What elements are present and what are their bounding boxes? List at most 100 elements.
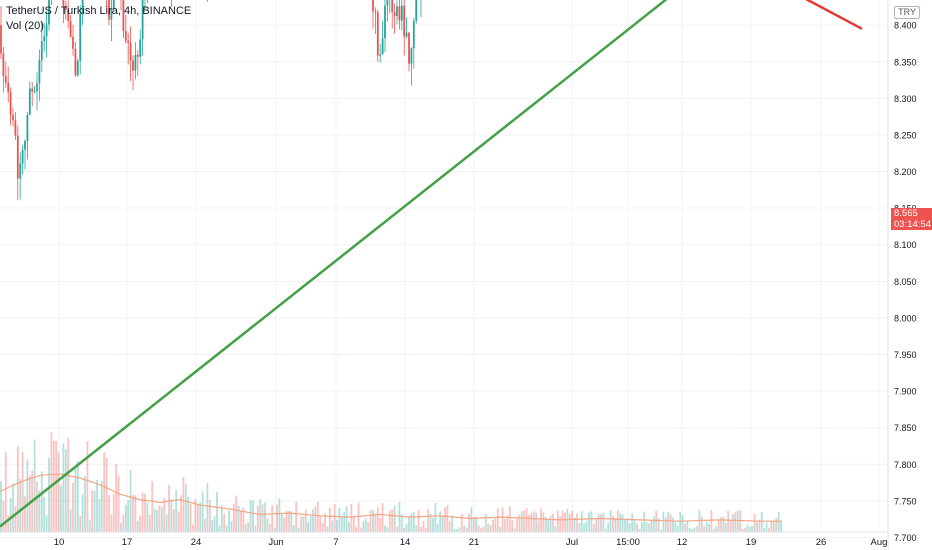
candle-body <box>376 12 379 56</box>
candle-body <box>67 9 70 22</box>
volume-bar <box>228 510 230 532</box>
volume-bar <box>134 495 137 532</box>
volume-bar <box>112 494 115 532</box>
volume-bar <box>343 511 346 532</box>
volume-bar <box>410 513 413 532</box>
volume-bar <box>117 475 120 532</box>
volume-bar <box>624 518 626 532</box>
candle-body <box>129 43 132 61</box>
volume-bar <box>470 507 473 532</box>
chart-grid <box>0 0 888 538</box>
time-tick-label: Aug <box>871 537 888 548</box>
volume-bar <box>16 446 19 532</box>
volume-bar <box>355 526 358 532</box>
volume-bar <box>532 511 535 532</box>
volume-bar <box>374 513 377 532</box>
volume-bar <box>688 528 691 532</box>
lower-channel-trendline[interactable] <box>463 0 863 30</box>
volume-bar <box>607 522 610 532</box>
volume-bar <box>280 513 283 532</box>
volume-bar <box>427 509 430 532</box>
volume-bar <box>451 515 454 532</box>
last-price-label: 8.565 <box>891 208 932 219</box>
volume-bar <box>734 512 737 532</box>
volume-bar <box>448 520 451 532</box>
volume-bar <box>708 524 710 532</box>
volume-bar <box>482 526 485 532</box>
volume-bar <box>756 522 758 532</box>
volume-bar <box>588 512 590 532</box>
volume-bar <box>0 481 2 532</box>
volume-bar <box>139 516 142 532</box>
volume-bar <box>405 524 408 532</box>
volume-bar <box>74 466 77 532</box>
volume-bar <box>417 509 420 532</box>
volume-bar <box>523 510 526 532</box>
volume-bar <box>492 519 494 532</box>
volume-bar <box>48 457 50 532</box>
volume-bar <box>592 523 595 532</box>
volume-bar <box>120 522 122 532</box>
candle-body <box>72 36 74 49</box>
volume-bar <box>199 502 202 532</box>
support-trendline[interactable] <box>0 0 888 528</box>
candle-body <box>79 13 82 61</box>
volume-bar <box>235 495 238 532</box>
volume-bar <box>722 516 725 532</box>
volume-bar <box>616 510 619 532</box>
volume-bar <box>194 499 197 532</box>
volume-bar <box>700 516 703 532</box>
trendlines[interactable] <box>0 0 888 528</box>
price-tick-label: 7.700 <box>894 533 917 543</box>
volume-bar <box>763 528 766 532</box>
volume-bar <box>499 526 502 532</box>
candle-body <box>410 48 413 64</box>
volume-bar <box>285 510 288 532</box>
volume-bar <box>249 500 252 532</box>
candle-body <box>136 54 139 57</box>
volume-bar <box>456 529 458 532</box>
volume-bar <box>429 513 432 532</box>
volume-bar <box>12 483 14 532</box>
volume-bar <box>67 437 70 532</box>
volume-bar <box>453 528 456 532</box>
volume-bar <box>129 469 132 532</box>
volume-bar <box>753 513 756 532</box>
volume-bar <box>110 514 113 532</box>
volume-bar <box>674 522 677 532</box>
volume-bar <box>768 527 770 532</box>
volume-bar <box>292 525 295 532</box>
price-tick-label: 8.250 <box>894 130 917 140</box>
price-axis[interactable]: 9.1009.0509.0008.9508.9008.8508.8008.750… <box>887 0 917 550</box>
volume-bar <box>638 528 641 532</box>
volume-bar <box>633 519 636 532</box>
volume-bar <box>391 509 394 532</box>
candle-body <box>28 88 31 115</box>
volume-bar <box>33 439 36 532</box>
volume-bar <box>504 519 506 532</box>
volume-bar <box>679 512 682 532</box>
volume-bar <box>350 504 353 532</box>
volume-bar <box>331 520 334 532</box>
volume-bar <box>369 510 372 532</box>
volume-bar <box>549 515 552 532</box>
volume-bar <box>439 511 442 532</box>
time-axis[interactable]: 10 17 24 Jun 7 14 21 Jul 15:00 12 19 26 Aug <box>0 531 888 548</box>
currency-badge[interactable]: TRY <box>894 6 920 19</box>
volume-bar <box>100 481 103 532</box>
candle-body <box>112 0 115 9</box>
volume-bars <box>0 432 782 532</box>
candle-body <box>36 83 38 92</box>
symbol-title[interactable]: TetherUS / Turkish Lira, 4h, BINANCE <box>6 5 192 17</box>
volume-bar <box>304 510 307 532</box>
candle-body <box>381 38 384 55</box>
candle-body <box>141 0 144 40</box>
volume-bar <box>645 522 648 532</box>
volume-bar <box>511 520 514 532</box>
volume-bar <box>741 528 744 532</box>
volume-indicator-label[interactable]: Vol (20) <box>6 20 44 32</box>
volume-bar <box>626 518 629 532</box>
candle-body <box>4 76 7 83</box>
price-tick-label: 8.000 <box>894 313 917 323</box>
